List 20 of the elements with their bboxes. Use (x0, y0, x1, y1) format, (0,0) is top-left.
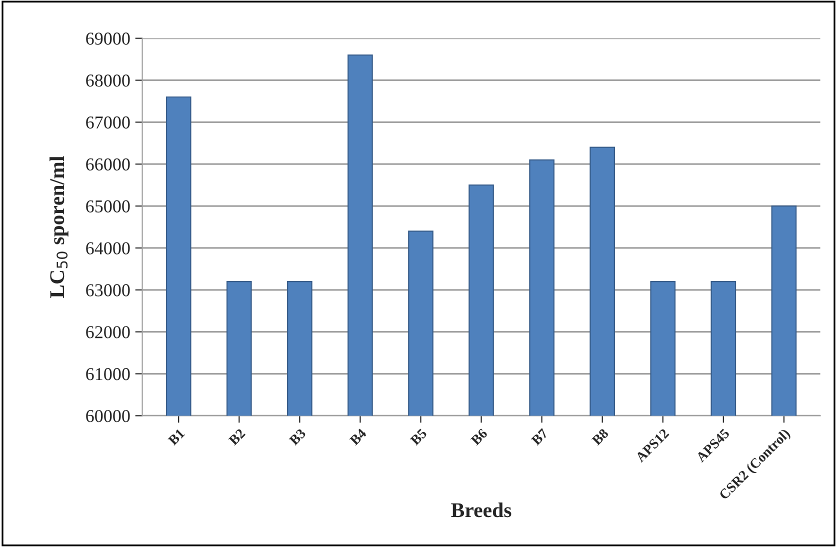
x-tick-label: B2 (228, 428, 246, 446)
y-tick-label: 64000 (86, 242, 130, 254)
x-tick-label: B6 (470, 428, 488, 446)
x-tick-label: B1 (168, 428, 185, 446)
x-tick-label: B3 (288, 428, 306, 446)
y-tick-label: 67000 (86, 116, 130, 129)
x-tick-label: B4 (349, 428, 367, 446)
y-tick-label: 69000 (86, 32, 130, 45)
x-tick-label: B7 (530, 428, 548, 446)
y-axis-title: LC$_{50}$ sporen/ml (50, 156, 68, 298)
y-tick-label: 66000 (86, 158, 130, 171)
y-tick-label: 62000 (86, 326, 130, 338)
y-tick-label: 63000 (86, 284, 130, 296)
y-tick-label: 65000 (86, 200, 130, 212)
y-tick-label: 60000 (86, 410, 130, 422)
y-tick-label: 68000 (86, 74, 130, 87)
x-axis-title: Breeds (451, 502, 512, 518)
x-tick-label: B8 (591, 428, 609, 446)
y-tick-label: 61000 (86, 368, 130, 380)
x-tick-label: B5 (410, 428, 428, 446)
